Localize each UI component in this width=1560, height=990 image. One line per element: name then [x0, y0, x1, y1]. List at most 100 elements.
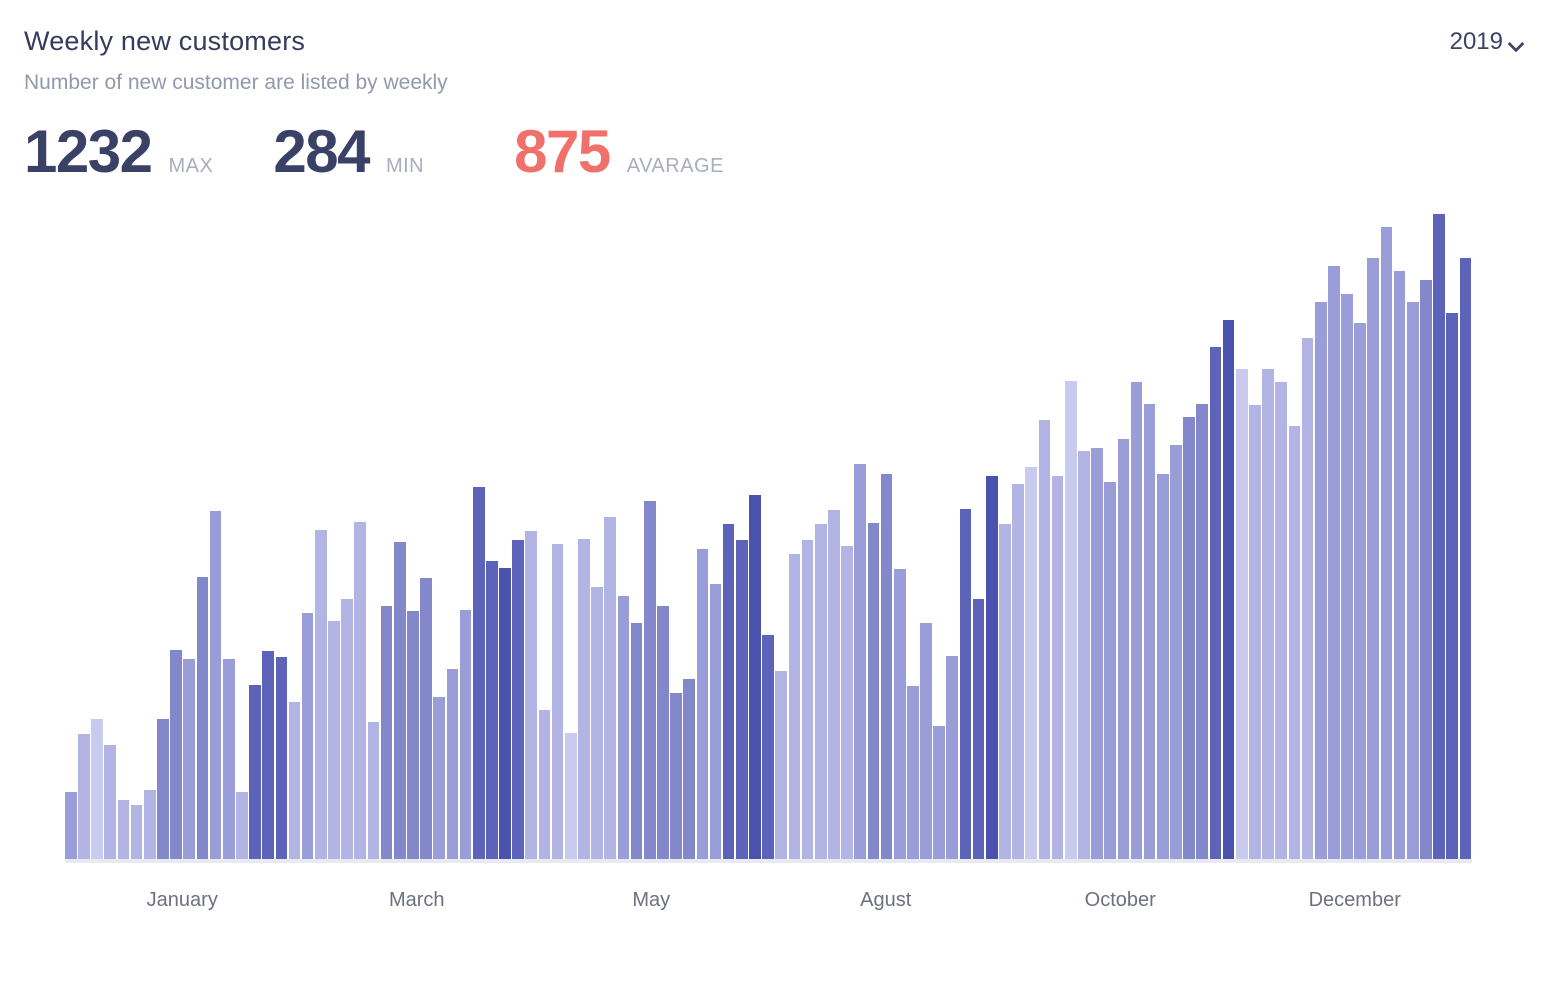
bar[interactable] — [591, 586, 603, 859]
bar[interactable] — [512, 539, 524, 859]
bar[interactable] — [841, 546, 853, 859]
bar[interactable] — [814, 524, 827, 859]
bar[interactable] — [143, 789, 156, 859]
bar[interactable] — [1328, 265, 1340, 859]
bar[interactable] — [1196, 404, 1209, 859]
bar[interactable] — [314, 529, 327, 859]
year-selector[interactable]: 2019 — [1450, 28, 1523, 56]
bar[interactable] — [262, 650, 274, 859]
bar[interactable] — [525, 531, 538, 859]
bar[interactable] — [657, 605, 669, 859]
bar[interactable] — [170, 649, 182, 859]
bar[interactable] — [1275, 382, 1288, 859]
bar[interactable] — [1367, 257, 1380, 859]
bar[interactable] — [749, 494, 761, 859]
bar[interactable] — [196, 576, 209, 859]
bar[interactable] — [985, 476, 998, 859]
bar[interactable] — [828, 510, 840, 859]
bar[interactable] — [420, 578, 432, 859]
bar[interactable] — [1143, 404, 1156, 859]
bar[interactable] — [1262, 368, 1274, 859]
bar[interactable] — [933, 726, 945, 859]
bar[interactable] — [393, 542, 406, 859]
bar[interactable] — [604, 516, 617, 859]
bar[interactable] — [1209, 346, 1222, 859]
bar[interactable] — [670, 692, 682, 859]
bar[interactable] — [433, 696, 446, 859]
bar[interactable] — [249, 684, 261, 859]
bar[interactable] — [696, 548, 709, 859]
bar[interactable] — [643, 501, 656, 859]
bar[interactable] — [630, 623, 643, 859]
bar[interactable] — [1183, 417, 1195, 859]
bar[interactable] — [117, 799, 130, 859]
bar[interactable] — [920, 623, 932, 859]
bar[interactable] — [959, 509, 972, 859]
bar[interactable] — [880, 474, 893, 859]
bar[interactable] — [564, 732, 577, 859]
bar[interactable] — [722, 524, 735, 859]
bar[interactable] — [367, 721, 380, 859]
bar[interactable] — [288, 701, 301, 859]
bar[interactable] — [222, 658, 235, 859]
bar[interactable] — [1380, 227, 1393, 859]
bar[interactable] — [1091, 447, 1103, 859]
bar[interactable] — [157, 718, 169, 859]
bar[interactable] — [1433, 214, 1445, 859]
bar[interactable] — [354, 522, 367, 859]
bar[interactable] — [341, 598, 353, 859]
bar[interactable] — [1354, 323, 1366, 859]
bar[interactable] — [1222, 320, 1235, 859]
bar[interactable] — [972, 598, 985, 859]
bar[interactable] — [1104, 481, 1116, 859]
bar[interactable] — [1235, 368, 1248, 859]
bar[interactable] — [130, 805, 143, 859]
bar[interactable] — [65, 792, 77, 859]
bar[interactable] — [1301, 338, 1314, 859]
bar[interactable] — [1446, 312, 1459, 859]
bar[interactable] — [209, 511, 222, 859]
bar[interactable] — [893, 569, 906, 859]
bar[interactable] — [486, 560, 498, 859]
bar[interactable] — [538, 709, 551, 859]
bar[interactable] — [709, 583, 722, 859]
bar[interactable] — [275, 656, 288, 859]
bar[interactable] — [617, 595, 630, 859]
bar[interactable] — [735, 539, 748, 859]
bar[interactable] — [380, 605, 393, 859]
bar[interactable] — [788, 554, 801, 859]
bar[interactable] — [301, 613, 314, 859]
bar[interactable] — [854, 464, 867, 859]
bar[interactable] — [1249, 405, 1261, 859]
bar[interactable] — [1406, 301, 1419, 859]
bar[interactable] — [1393, 271, 1406, 859]
bar[interactable] — [1038, 420, 1051, 859]
bar[interactable] — [946, 655, 959, 859]
bar[interactable] — [1025, 467, 1038, 859]
bar[interactable] — [907, 685, 919, 859]
bar[interactable] — [683, 678, 695, 859]
bar[interactable] — [78, 733, 90, 859]
bar[interactable] — [407, 611, 419, 859]
bar[interactable] — [1341, 294, 1353, 859]
bar[interactable] — [91, 718, 103, 859]
bar[interactable] — [1459, 257, 1472, 859]
bar[interactable] — [183, 658, 196, 859]
bar[interactable] — [578, 538, 590, 859]
bar[interactable] — [499, 568, 511, 859]
bar[interactable] — [1078, 451, 1090, 859]
bar[interactable] — [775, 670, 788, 859]
bar[interactable] — [1117, 439, 1130, 859]
bar[interactable] — [459, 609, 472, 859]
bar[interactable] — [1064, 380, 1077, 859]
bar[interactable] — [801, 539, 814, 859]
bar[interactable] — [1314, 301, 1327, 859]
bar[interactable] — [1130, 382, 1143, 859]
bar[interactable] — [551, 544, 564, 859]
bar[interactable] — [328, 620, 340, 859]
bar[interactable] — [762, 635, 774, 859]
bar[interactable] — [1051, 476, 1064, 859]
bar[interactable] — [1170, 445, 1182, 859]
bar[interactable] — [1288, 425, 1301, 859]
bar[interactable] — [236, 792, 248, 859]
